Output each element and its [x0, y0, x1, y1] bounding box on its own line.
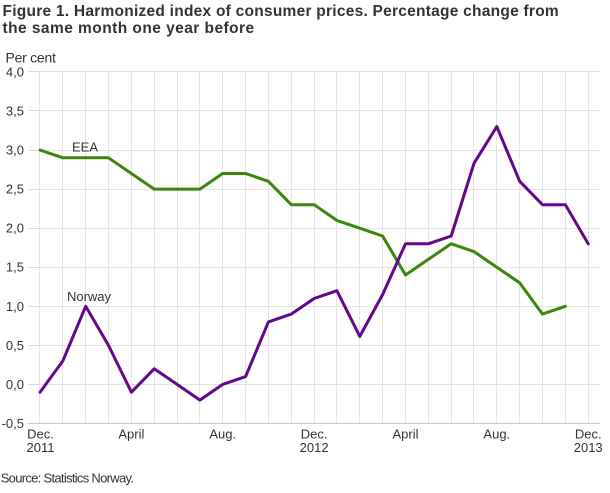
- svg-text:2,5: 2,5: [6, 182, 24, 197]
- svg-text:3,0: 3,0: [6, 143, 24, 158]
- svg-text:0,5: 0,5: [6, 338, 24, 353]
- svg-text:Dec.: Dec.: [301, 426, 328, 441]
- svg-text:2011: 2011: [27, 440, 55, 455]
- svg-text:Dec.: Dec.: [575, 426, 602, 441]
- svg-text:-0,5: -0,5: [2, 416, 24, 431]
- svg-text:2012: 2012: [300, 440, 329, 455]
- svg-text:2013: 2013: [574, 440, 603, 455]
- svg-text:Norway: Norway: [67, 289, 112, 304]
- svg-text:2,0: 2,0: [6, 221, 24, 236]
- svg-text:Aug.: Aug.: [483, 426, 510, 441]
- svg-text:0,0: 0,0: [6, 377, 24, 392]
- svg-text:Source: Statistics Norway.: Source: Statistics Norway.: [1, 471, 134, 486]
- svg-text:the same month one year before: the same month one year before: [3, 20, 255, 37]
- svg-text:Aug.: Aug.: [209, 426, 236, 441]
- svg-text:Figure 1. Harmonized index of: Figure 1. Harmonized index of consumer p…: [3, 3, 559, 20]
- svg-text:1,5: 1,5: [6, 260, 24, 275]
- svg-text:EEA: EEA: [72, 140, 98, 155]
- svg-text:4,0: 4,0: [6, 64, 24, 79]
- svg-text:April: April: [118, 426, 144, 441]
- svg-text:1,0: 1,0: [6, 299, 24, 314]
- svg-text:Per cent: Per cent: [6, 50, 56, 66]
- svg-text:Dec.: Dec.: [27, 426, 54, 441]
- svg-text:April: April: [392, 426, 418, 441]
- svg-text:3,5: 3,5: [6, 104, 24, 119]
